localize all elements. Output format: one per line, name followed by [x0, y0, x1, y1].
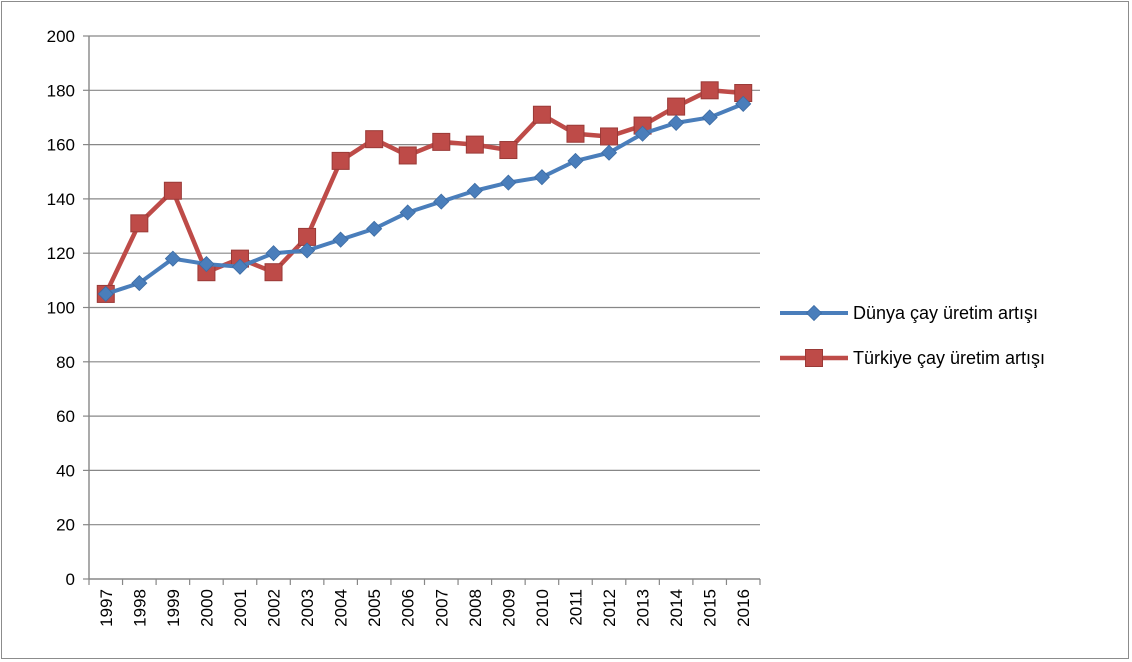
data-point [500, 174, 517, 191]
y-tick-label: 60 [56, 407, 75, 426]
data-point [399, 204, 416, 221]
data-point [164, 250, 181, 267]
legend-item: Dünya çay üretim artışı [780, 303, 1038, 323]
x-tick-label: 1998 [130, 589, 149, 627]
data-point [634, 125, 651, 142]
x-tick-label: 2002 [265, 589, 284, 627]
y-tick-label: 180 [47, 81, 75, 100]
x-tick-label: 2006 [399, 589, 418, 627]
data-point [365, 130, 384, 149]
data-point [131, 274, 148, 292]
legend-marker [805, 304, 823, 322]
x-tick-label: 2016 [734, 589, 753, 627]
x-tick-label: 2001 [231, 589, 250, 627]
data-point [700, 81, 719, 100]
data-point [533, 169, 550, 186]
x-tick-label: 2011 [566, 589, 585, 626]
x-tick-label: 2004 [332, 589, 351, 627]
data-point [735, 95, 752, 112]
x-tick-label: 2014 [667, 589, 686, 627]
y-tick-label: 100 [47, 299, 75, 318]
y-tick-label: 0 [66, 570, 75, 589]
y-tick-label: 160 [47, 136, 75, 155]
x-tick-label: 2015 [701, 589, 720, 627]
data-point [130, 214, 149, 233]
gridlines [89, 35, 760, 526]
axes [83, 35, 761, 585]
x-tick-label: 2007 [432, 589, 451, 627]
data-point [97, 285, 114, 302]
data-point [667, 97, 686, 116]
data-point [668, 114, 685, 131]
data-point [600, 127, 619, 146]
data-point [299, 242, 316, 259]
data-point [567, 152, 584, 169]
y-tick-label: 20 [56, 516, 75, 535]
y-tick-label: 200 [47, 27, 75, 46]
data-point [231, 258, 249, 275]
data-point [600, 144, 618, 161]
data-point [466, 182, 483, 199]
x-tick-label: 1999 [164, 589, 183, 627]
data-point [566, 124, 585, 143]
data-point [701, 109, 718, 126]
data-point [432, 132, 451, 151]
data-point [265, 245, 282, 262]
x-tick-label: 2013 [634, 589, 653, 627]
x-tick-label: 2012 [600, 589, 619, 627]
x-axis-tick-labels: 1997 1998 1999 2000 2001 2002 2003 2004 2005 2006… [97, 589, 753, 627]
series-lines [96, 81, 753, 303]
data-point [366, 220, 383, 237]
x-tick-label: 2009 [499, 589, 518, 627]
x-tick-label: 2008 [466, 589, 485, 627]
data-point [465, 135, 484, 154]
data-point [331, 151, 350, 170]
legend-item: Türkiye çay üretim artışı [780, 348, 1045, 368]
x-tick-label: 2005 [365, 589, 384, 627]
y-tick-label: 120 [47, 244, 75, 263]
data-point [499, 141, 518, 160]
y-tick-label: 40 [56, 461, 75, 480]
x-tick-label: 2010 [533, 589, 552, 627]
data-point [433, 193, 450, 210]
x-tick-label: 2003 [298, 589, 317, 627]
data-point [532, 105, 551, 124]
legend-label: Dünya çay üretim artışı [853, 303, 1038, 323]
data-point [198, 255, 215, 273]
x-tick-label: 1997 [97, 589, 116, 627]
data-point [264, 263, 283, 282]
y-tick-label: 140 [47, 190, 75, 209]
y-axis-tick-labels: 0 20 40 60 80 100 120 140 160 180 200 [47, 27, 75, 589]
series-dunya [97, 95, 752, 302]
legend-marker [805, 349, 823, 367]
legend-label: Türkiye çay üretim artışı [853, 348, 1045, 368]
y-tick-label: 80 [56, 353, 75, 372]
data-point [332, 231, 349, 248]
data-point [398, 146, 417, 165]
series-turkiye [96, 81, 753, 303]
x-tick-label: 2000 [197, 589, 216, 627]
data-point [163, 181, 182, 200]
legend: Dünya çay üretim artışı Türkiye çay üreti… [780, 303, 1045, 368]
